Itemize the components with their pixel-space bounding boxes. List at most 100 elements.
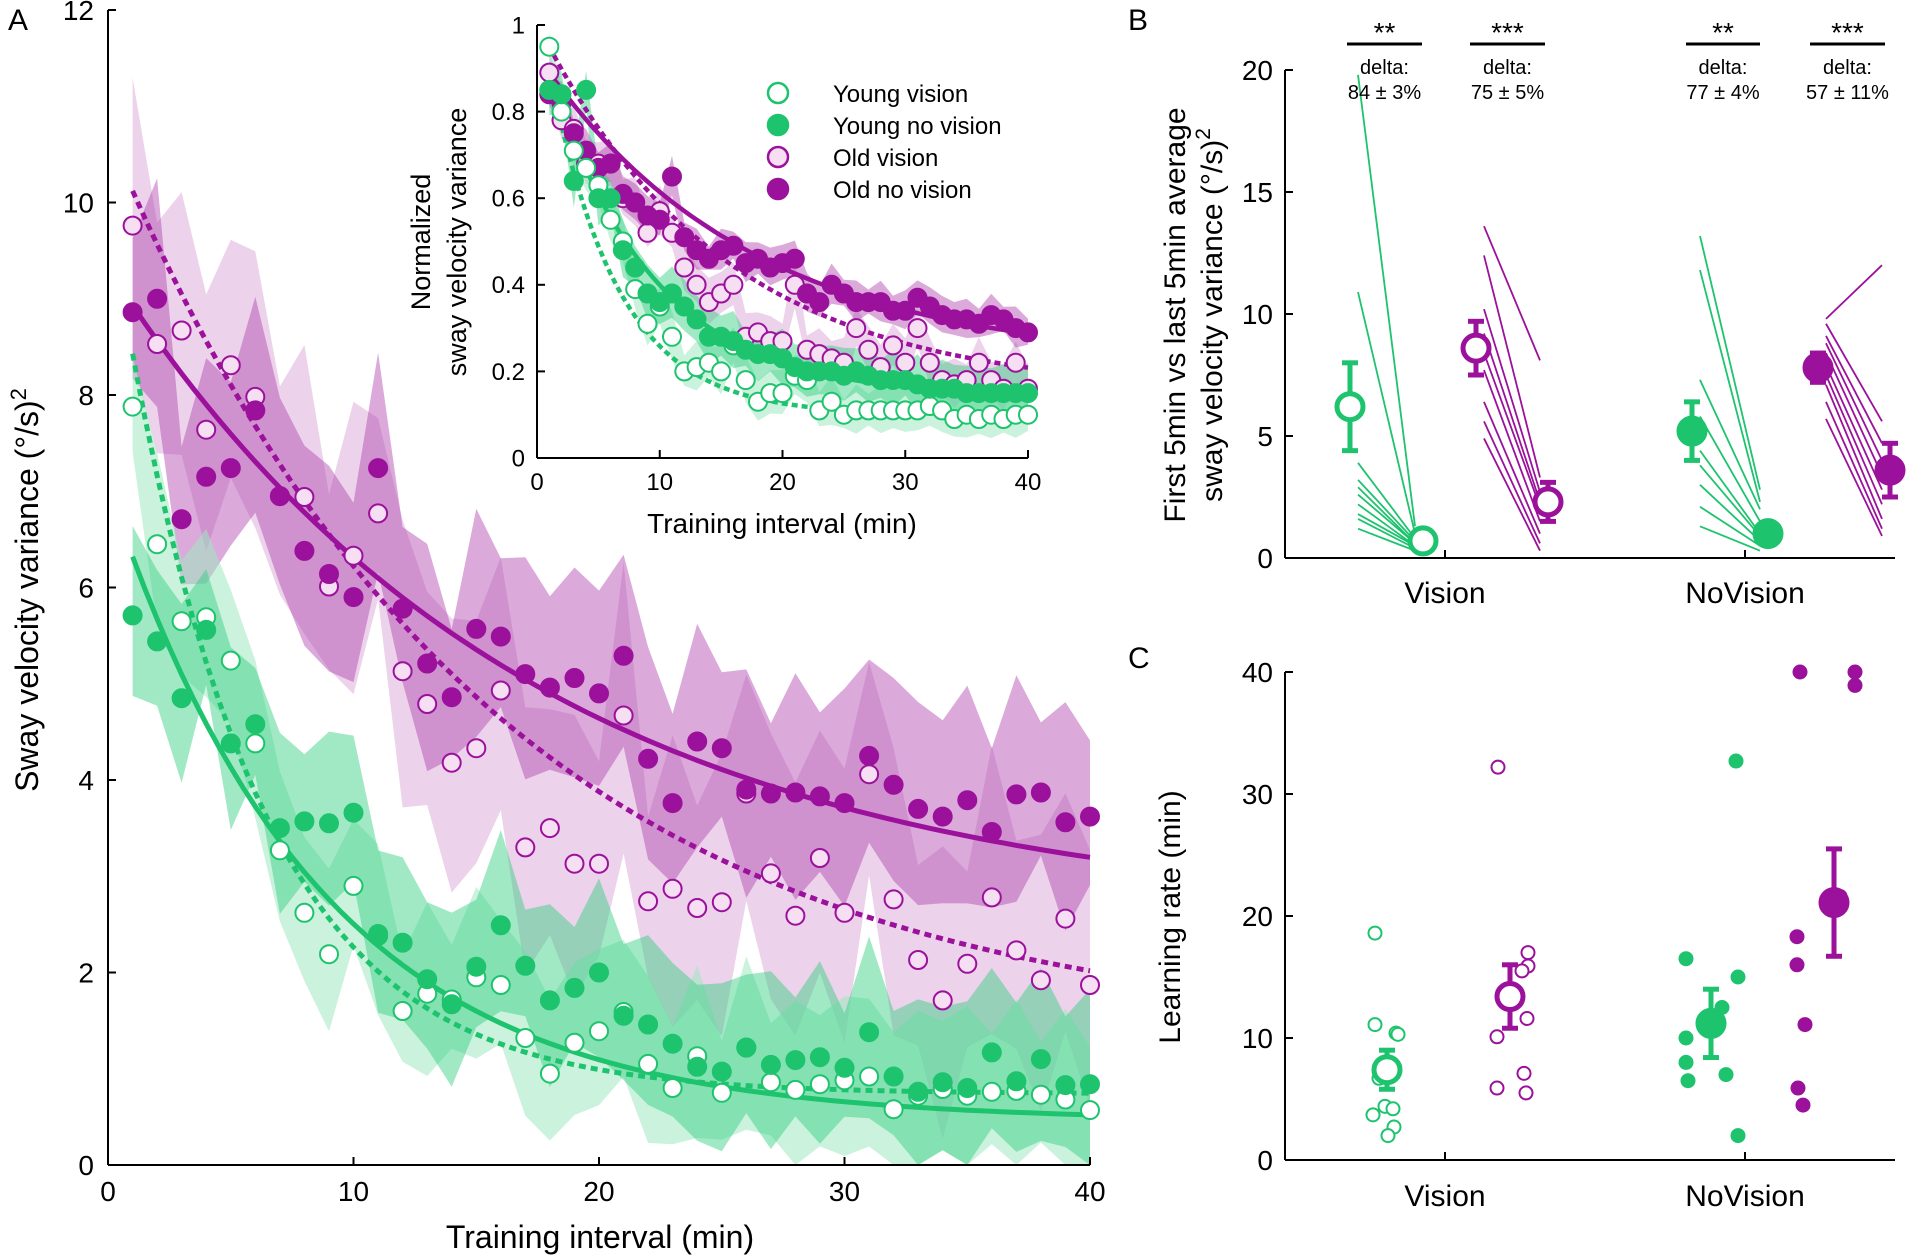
a-point-young-vision [269,840,290,861]
a-point-old-no-vision [564,668,585,688]
a-point-young-no-vision [515,955,536,976]
panel-c-category-vision: Vision [1404,1180,1485,1213]
a-point-old-vision [539,818,560,839]
panel-c-point-young-vision [1367,925,1383,941]
panel-c-categories: Vision NoVision [1404,1152,1805,1213]
a-point-young-no-vision [564,977,585,998]
panel-b-line-young-no-vision [1699,525,1761,552]
panel-b-y-label-sup: 2 [1192,128,1215,140]
a-point-old-no-vision [1030,782,1051,803]
panel-c-point-old-vision [1514,963,1530,979]
a-point-old-no-vision [490,626,511,647]
panel-a-y-label-text: Sway velocity variance (°/s) [9,400,45,792]
inset-y-tick-label: 0.2 [492,359,525,386]
inset-point-old-vision [686,274,707,295]
a-point-old-no-vision [539,677,560,698]
panel-b-y-label-line2-text: sway velocity variance (°/s) [1196,140,1229,502]
inset-point-young-vision [576,157,597,178]
a-point-old-no-vision [466,618,487,639]
panel-b-group-means [1334,318,1906,557]
legend-label-young-no-vision: Young no vision [833,113,1002,140]
inset-point-young-vision [563,140,584,161]
a-point-young-vision [638,1053,659,1074]
a-point-old-vision [711,892,732,913]
inset-x-label: Training interval (min) [647,508,917,539]
a-point-young-no-vision [196,619,217,640]
a-point-young-no-vision [1080,1074,1100,1095]
a-y-tick-label: 4 [78,765,94,796]
panel-c-point-old-vision [1520,945,1536,961]
panel-c-y-label: Learning rate (min) [1154,790,1187,1043]
a-point-young-no-vision [269,818,290,839]
a-point-old-no-vision [760,783,781,804]
panel-b-line-young-vision [1357,503,1416,547]
inset-point-young-vision [772,383,793,404]
inset-point-old-no-vision [563,123,584,144]
inset-point-young-no-vision [563,170,584,191]
panel-b-category-vision: Vision [1404,577,1485,610]
a-point-old-no-vision [294,540,315,561]
inset-point-old-no-vision [895,300,916,321]
a-point-young-no-vision [638,1014,659,1035]
a-point-young-no-vision [368,925,389,946]
a-y-tick-label: 2 [78,957,94,988]
panel-b-line-old-no-vision [1825,335,1883,444]
inset-point-young-vision [735,370,756,391]
panel-c: 0 10 20 30 40 Vision NoVision Learning rate (… [1154,657,1895,1213]
panel-c-point-old-vision [1516,1065,1532,1081]
a-point-old-vision [957,953,978,974]
a-point-old-no-vision [269,486,290,507]
a-fit-old-vision [130,189,1091,974]
a-point-old-no-vision [220,458,241,479]
a-point-old-no-vision [834,793,855,814]
a-point-old-no-vision [687,731,708,752]
a-point-young-no-vision [417,969,438,990]
a-point-old-vision [294,487,315,507]
panel-b-categories: Vision NoVision [1404,550,1805,610]
panel-b-line-young-vision [1357,493,1416,545]
legend: Young vision Young no vision Old vision … [766,81,1002,204]
a-point-old-vision [1055,908,1076,929]
a-point-young-no-vision [319,813,339,834]
a-point-old-no-vision [515,664,536,685]
inset-y-tick-label: 0.8 [492,99,525,126]
a-point-old-no-vision [613,645,634,666]
a-point-old-no-vision [1055,812,1076,833]
panel-b-line-old-no-vision [1825,342,1883,461]
a-point-old-no-vision [662,793,683,814]
a-point-young-vision [343,875,364,896]
a-point-old-vision [834,902,855,923]
panel-c-y-tick-label: 0 [1257,1145,1273,1176]
a-point-old-vision [368,503,389,524]
a-point-young-no-vision [1030,1049,1051,1070]
a-point-young-no-vision [908,1081,929,1102]
panel-c-point-old-vision [1489,1080,1505,1096]
a-point-young-no-vision [220,733,241,754]
a-point-young-vision [245,733,266,754]
a-point-young-vision [809,1074,830,1095]
panel-b-line-old-no-vision [1825,374,1883,505]
inset-point-old-no-vision [1018,322,1038,343]
panel-b-delta-label: delta: [1360,57,1409,79]
inset-point-young-no-vision [576,79,597,100]
panel-b-mean-last-old-vision [1532,486,1564,518]
inset-point-young-vision [539,36,560,57]
panel-c-point-young-vision [1385,1101,1401,1117]
inset-point-young-no-vision [600,188,621,209]
panel-c-point-old-no-vision [1790,1080,1806,1096]
inset-point-old-no-vision [809,292,830,313]
a-point-young-no-vision [1055,1075,1076,1096]
a-point-old-no-vision [859,745,880,766]
inset-y-tick-label: 1 [512,12,525,39]
inset-fit-young-vision [547,67,1028,417]
a-point-old-vision [515,837,536,858]
a-point-old-no-vision [122,302,143,323]
a-point-old-no-vision [368,458,389,479]
panel-a-x-ticks: 0 10 20 30 40 [100,1157,1106,1207]
panel-b-line-old-vision [1483,333,1541,503]
panel-c-point-young-no-vision [1730,1128,1746,1144]
panel-c-point-young-no-vision [1678,1054,1694,1070]
panel-b-line-young-vision [1357,462,1416,540]
inset-x-tick-label: 20 [769,469,796,496]
a-point-young-no-vision [294,811,315,832]
